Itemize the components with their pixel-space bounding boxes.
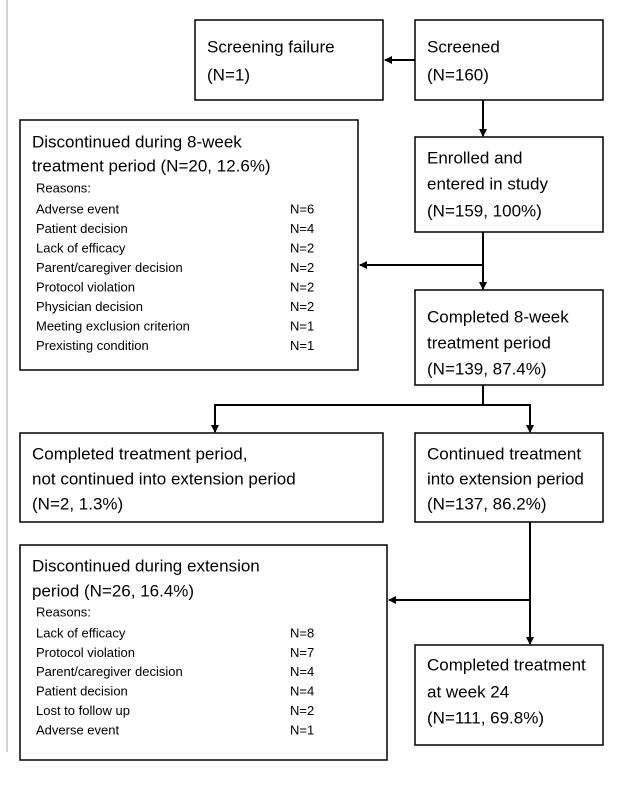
node: Completed 8-week treatment period (N=139, … <box>414 289 604 386</box>
reason-count: N=4 <box>290 664 314 679</box>
node-text: into extension period <box>427 469 584 488</box>
reason-count: N=2 <box>290 260 314 275</box>
node-text: period (N=26, 16.4%) <box>32 581 194 600</box>
node: Screened (N=160) <box>414 19 604 101</box>
node-text: Continued treatment <box>427 444 581 463</box>
node-text: (N=139, 87.4%) <box>427 359 547 378</box>
node-text: treatment period (N=20, 12.6%) <box>32 156 271 175</box>
reason-label: Parent/caregiver decision <box>36 664 183 679</box>
reason-label: Prexisting condition <box>36 338 149 353</box>
reason-count: N=2 <box>290 703 314 718</box>
node-text: Enrolled and <box>427 148 522 167</box>
node: Completed treatment at week 24 (N=111, 69.… <box>414 644 604 746</box>
node-box <box>194 19 384 101</box>
node-text: treatment period <box>427 333 551 352</box>
reason-label: Adverse event <box>36 201 119 216</box>
node: Completed treatment period, not continued… <box>19 432 384 523</box>
node-text: (N=1) <box>207 65 250 84</box>
node-text: Completed 8-week <box>427 307 569 326</box>
node-text: (N=160) <box>427 65 489 84</box>
reason-label: Physician decision <box>36 299 143 314</box>
reason-count: N=1 <box>290 722 314 737</box>
node: Screening failure (N=1) <box>194 19 384 101</box>
reason-count: N=1 <box>290 338 314 353</box>
node-text: Discontinued during 8-week <box>32 132 242 151</box>
node-text: (N=137, 86.2%) <box>427 494 547 513</box>
reason-label: Meeting exclusion criterion <box>36 318 190 333</box>
reason-label: Protocol violation <box>36 645 135 660</box>
node-text: (N=2, 1.3%) <box>32 494 123 513</box>
reason-label: Lack of efficacy <box>36 625 126 640</box>
reason-count: N=7 <box>290 645 314 660</box>
reasons-heading: Reasons: <box>36 604 91 619</box>
node-text: (N=111, 69.8%) <box>427 708 544 727</box>
node: Discontinued during 8-week treatment peri… <box>19 119 359 371</box>
node-text: at week 24 <box>427 682 509 701</box>
node-box <box>414 136 604 233</box>
node-text: (N=159, 100%) <box>427 201 542 220</box>
reason-label: Parent/caregiver decision <box>36 260 183 275</box>
node-text: Discontinued during extension <box>32 556 260 575</box>
node: Continued treatment into extension period… <box>414 432 604 523</box>
node-box <box>414 289 604 386</box>
reason-count: N=8 <box>290 625 314 640</box>
reason-label: Lack of efficacy <box>36 240 126 255</box>
node-box <box>19 119 359 371</box>
reason-count: N=6 <box>290 201 314 216</box>
node-text: not continued into extension period <box>32 469 296 488</box>
node-text: entered in study <box>427 174 548 193</box>
node: Enrolled and entered in study (N=159, 100%… <box>414 136 604 233</box>
reason-label: Protocol violation <box>36 279 135 294</box>
reason-count: N=2 <box>290 240 314 255</box>
reason-count: N=2 <box>290 279 314 294</box>
node-box <box>414 432 604 523</box>
reasons-heading: Reasons: <box>36 180 91 195</box>
node-box <box>414 644 604 746</box>
node-text: Completed treatment <box>427 655 586 674</box>
node-text: Screening failure <box>207 37 335 56</box>
node-text: Screened <box>427 37 500 56</box>
reason-label: Lost to follow up <box>36 703 130 718</box>
reason-count: N=4 <box>290 684 314 699</box>
node-box <box>19 432 384 523</box>
node-box <box>19 544 388 761</box>
reason-count: N=2 <box>290 299 314 314</box>
reason-label: Patient decision <box>36 221 128 236</box>
node-text: Completed treatment period, <box>32 444 247 463</box>
reason-count: N=4 <box>290 221 314 236</box>
connectors <box>211 56 534 645</box>
node: Discontinued during extension period (N=2… <box>19 544 388 761</box>
reason-count: N=1 <box>290 318 314 333</box>
reason-label: Patient decision <box>36 684 128 699</box>
node-box <box>414 19 604 101</box>
reason-label: Adverse event <box>36 722 119 737</box>
